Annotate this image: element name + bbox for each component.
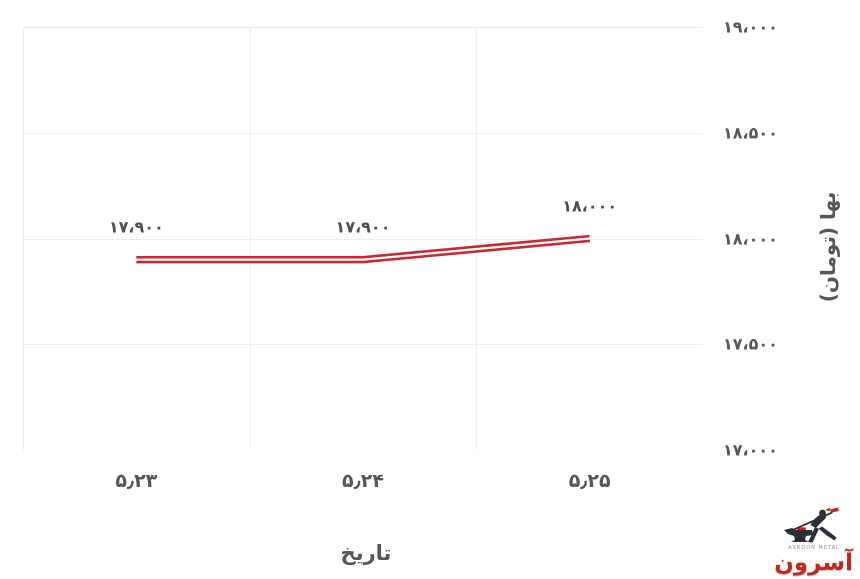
y-tick-label: ۱۷،۵۰۰ xyxy=(723,334,778,354)
x-tick-label: ۵٫۲۵ xyxy=(568,470,611,492)
x-axis-title: تاریخ xyxy=(340,541,392,565)
logo-caption-text: ASROON METAL xyxy=(788,545,840,551)
y-tick-label: ۱۸،۵۰۰ xyxy=(723,123,778,143)
x-tick-label: ۵٫۲۳ xyxy=(115,470,158,492)
brand-logo: ASROON METAL آسرون xyxy=(774,504,853,576)
plot-area xyxy=(23,27,703,450)
y-axis-title: بها (تومان) xyxy=(816,191,840,303)
data-point-label: ۱۷،۹۰۰ xyxy=(335,217,391,237)
data-point-label: ۱۷،۹۰۰ xyxy=(108,217,164,237)
y-tick-label: ۱۹،۰۰۰ xyxy=(723,17,778,37)
price-line xyxy=(136,237,590,261)
y-tick-label: ۱۷،۰۰۰ xyxy=(723,440,778,460)
price-line xyxy=(136,234,591,264)
data-point-label: ۱۸،۰۰۰ xyxy=(562,196,618,215)
blacksmith-logo-icon xyxy=(784,507,839,543)
y-tick-label: ۱۸،۰۰۰ xyxy=(723,229,778,248)
x-tick-label: ۵٫۲۴ xyxy=(342,470,384,492)
logo-wordmark-text: آسرون xyxy=(774,550,853,576)
